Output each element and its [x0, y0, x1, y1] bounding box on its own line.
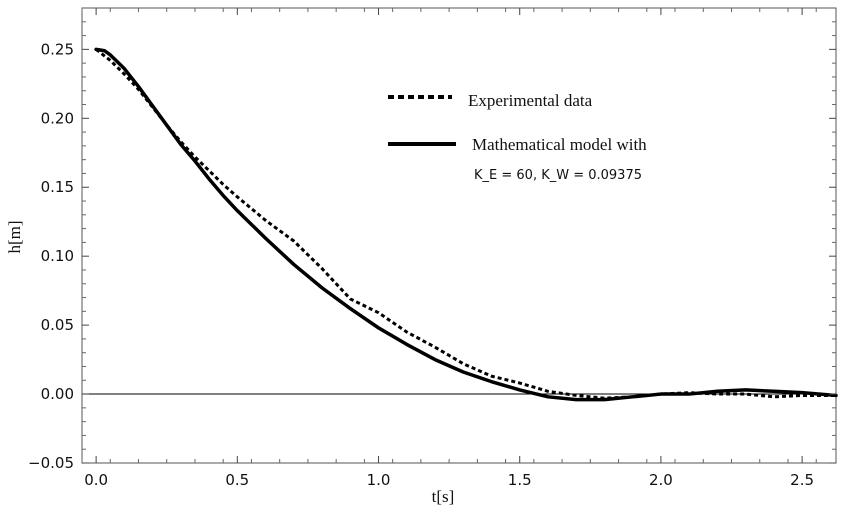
legend-label-model: Mathematical model with [472, 135, 647, 154]
y-tick-label: 0.10 [41, 247, 74, 265]
x-tick-label: 2.5 [790, 471, 814, 489]
y-tick-label: −0.05 [28, 454, 74, 472]
legend-label-experimental: Experimental data [468, 91, 593, 110]
x-tick-label: 2.0 [649, 471, 673, 489]
y-axis-label: h[m] [5, 220, 24, 253]
plot-frame [81, 7, 837, 464]
x-tick-label: 0.5 [225, 471, 249, 489]
y-tick-label: 0.20 [41, 109, 74, 127]
legend-parameter-note: K_E = 60, K_W = 0.09375 [474, 168, 642, 183]
x-tick-label: 0.0 [84, 471, 108, 489]
y-tick-label: 0.25 [41, 40, 74, 58]
legend: Experimental data Mathematical model wit… [388, 91, 647, 183]
y-tick-label: 0.05 [41, 316, 74, 334]
plot-area [81, 7, 838, 464]
x-tick-label: 1.5 [508, 471, 532, 489]
y-tick-label: 0.15 [41, 178, 74, 196]
tick-labels: 0.0 0.5 1.0 1.5 2.0 2.5 −0.05 0.00 0.05 0.10 0.15 0… [28, 40, 814, 489]
x-axis-label: t[s] [432, 487, 455, 506]
x-tick-label: 1.0 [367, 471, 391, 489]
axis-ticks [81, 8, 836, 464]
y-tick-label: 0.00 [41, 385, 74, 403]
series-line-model [94, 47, 838, 402]
series-line-experimental [95, 48, 836, 400]
